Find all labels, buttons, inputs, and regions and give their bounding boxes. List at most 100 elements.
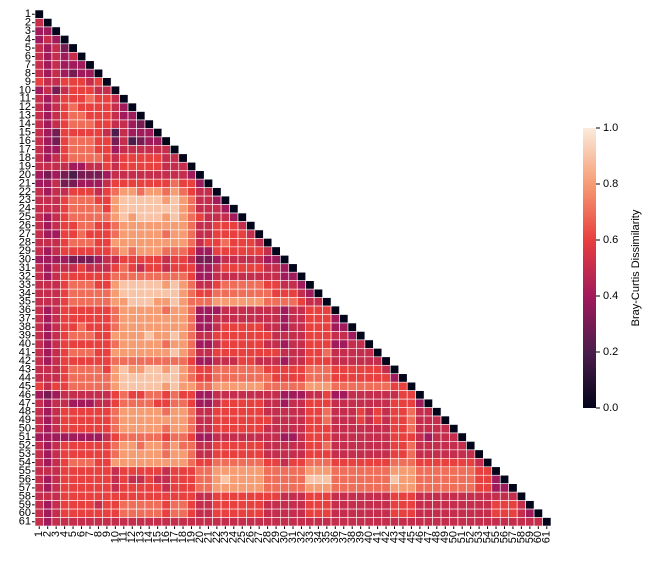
heatmap-cell (195, 348, 205, 358)
heatmap-cell (212, 204, 222, 214)
heatmap-cell (34, 26, 44, 36)
heatmap-cell (305, 305, 315, 315)
heatmap-cell (186, 297, 197, 307)
heatmap-cell (373, 364, 383, 375)
heatmap-cell (161, 339, 171, 349)
heatmap-cell (440, 517, 450, 527)
heatmap-cell (119, 102, 129, 112)
heatmap-cell (102, 449, 112, 459)
heatmap-cell (220, 483, 230, 493)
heatmap-cell (43, 51, 53, 62)
heatmap-cell (195, 263, 205, 273)
heatmap-cell (271, 517, 281, 527)
heatmap-cell (381, 432, 391, 442)
heatmap-cell (110, 381, 120, 391)
heatmap-cell (237, 356, 247, 366)
heatmap-cell (170, 483, 180, 493)
heatmap-cell (499, 508, 510, 518)
heatmap-cell (102, 271, 112, 281)
heatmap-cell (516, 500, 526, 510)
heatmap-cell (85, 449, 95, 459)
heatmap-cell (288, 373, 298, 383)
heatmap-cell (254, 407, 264, 417)
heatmap-cell (203, 297, 213, 307)
heatmap-cell (34, 449, 44, 459)
heatmap-cell (51, 364, 61, 375)
heatmap-cell (136, 280, 146, 290)
heatmap-cell (51, 398, 61, 408)
heatmap-cell (127, 102, 137, 112)
heatmap-cell (415, 508, 425, 518)
heatmap-cell (322, 364, 332, 375)
heatmap-cell (60, 51, 70, 62)
heatmap-cell (119, 381, 129, 391)
heatmap-cell (144, 458, 154, 468)
heatmap-cell (246, 331, 256, 341)
heatmap-cell (280, 491, 290, 501)
heatmap-cell (280, 348, 290, 358)
heatmap-cell (474, 517, 484, 527)
heatmap-cell (423, 458, 433, 468)
heatmap-cell (356, 373, 366, 383)
heatmap-cell (153, 517, 163, 527)
heatmap-cell (508, 508, 518, 518)
heatmap-cell (136, 508, 146, 518)
heatmap-cell (110, 449, 120, 459)
heatmap-cell (203, 508, 213, 518)
heatmap-cell (93, 483, 103, 493)
heatmap-cell (499, 500, 510, 510)
heatmap-cell (34, 491, 44, 501)
heatmap-cell (305, 407, 315, 417)
heatmap-cell (229, 432, 239, 442)
heatmap-cell (110, 297, 120, 307)
colorbar (583, 128, 596, 408)
x-tick-label: 30 (278, 531, 290, 543)
heatmap-cell (68, 212, 78, 222)
heatmap-cell (178, 187, 188, 197)
heatmap-cell (305, 339, 315, 349)
heatmap-cell (119, 195, 129, 205)
heatmap-cell (93, 441, 103, 451)
heatmap-cell (119, 170, 129, 180)
heatmap-cell (93, 398, 103, 408)
heatmap-cell (220, 424, 230, 434)
x-tick-label: 47 (422, 531, 434, 543)
heatmap-cell (186, 500, 197, 510)
heatmap-cell (76, 356, 87, 366)
heatmap-cell (432, 441, 442, 451)
heatmap-cell (237, 483, 247, 493)
heatmap-cell (263, 390, 273, 400)
heatmap-cell (203, 517, 213, 527)
heatmap-cell (119, 297, 129, 307)
heatmap-cell (136, 364, 146, 375)
heatmap-cell (178, 441, 188, 451)
heatmap-cell (288, 458, 298, 468)
heatmap-cell (212, 458, 222, 468)
heatmap-cell (127, 187, 137, 197)
heatmap-cell (288, 449, 298, 459)
heatmap-cell (43, 508, 53, 518)
heatmap-cell (170, 305, 180, 315)
heatmap-cell (34, 331, 44, 341)
heatmap-cell (212, 322, 222, 332)
heatmap-cell (43, 18, 53, 28)
heatmap-cell (186, 407, 197, 417)
heatmap-cell (60, 128, 70, 138)
heatmap-cell (43, 94, 53, 104)
heatmap-cell (373, 432, 383, 442)
x-tick-label: 61 (541, 531, 553, 543)
heatmap-cell (406, 398, 416, 408)
heatmap-cell (119, 271, 129, 281)
heatmap-cell (76, 212, 87, 222)
heatmap-cell (330, 356, 340, 366)
heatmap-cell (229, 288, 239, 298)
heatmap-cell (144, 161, 154, 172)
heatmap-cell (203, 331, 213, 341)
heatmap-cell (364, 424, 374, 434)
heatmap-cell (398, 373, 408, 383)
heatmap-cell (220, 398, 230, 408)
heatmap-cell (93, 297, 103, 307)
heatmap-cell (178, 432, 188, 442)
heatmap-cell (34, 77, 44, 87)
heatmap-cell (102, 288, 112, 298)
